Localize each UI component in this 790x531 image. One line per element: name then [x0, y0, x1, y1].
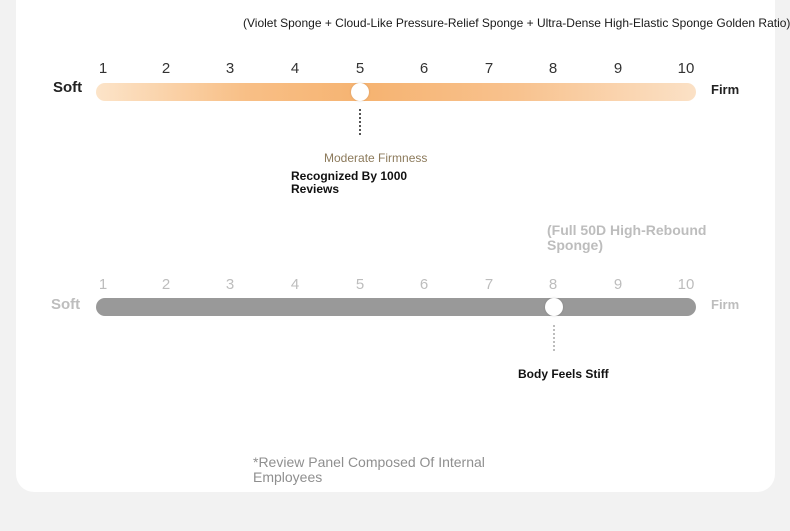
- scale1-number: 7: [484, 60, 494, 77]
- scale2-number: 6: [419, 276, 429, 293]
- scale1-firmness-bar: [96, 83, 696, 101]
- scale2-level-marker: [545, 298, 563, 316]
- scale2-number: 1: [98, 276, 108, 293]
- scale2-number: 9: [613, 276, 623, 293]
- scale1-number: 3: [225, 60, 235, 77]
- scale1-soft-label: Soft: [53, 79, 83, 96]
- scale1-level-marker: [351, 83, 369, 101]
- scale1-number: 10: [677, 60, 695, 77]
- headline: (Violet Sponge + Cloud-Like Pressure-Rel…: [243, 16, 790, 30]
- scale1-number: 8: [548, 60, 558, 77]
- scale2-number: 7: [484, 276, 494, 293]
- scale1-firm-label: Firm: [711, 82, 740, 97]
- scale1-number: 9: [613, 60, 623, 77]
- scale2-number: 5: [355, 276, 365, 293]
- scale1-number: 4: [290, 60, 300, 77]
- scale2-firmness-bar: [96, 298, 696, 316]
- scale2-number: 4: [290, 276, 300, 293]
- scale2-note: Body Feels Stiff: [518, 367, 609, 381]
- scale2-number: 10: [677, 276, 695, 293]
- scale1-pointer-line: [359, 109, 361, 135]
- scale1-note-title: Moderate Firmness: [324, 151, 428, 165]
- scale2-soft-label: Soft: [51, 296, 81, 313]
- scale2-pointer-line: [553, 325, 555, 351]
- scale1-number: 1: [98, 60, 108, 77]
- scale1-note-sub: Recognized By 1000 Reviews: [291, 169, 408, 196]
- scale1-number: 2: [161, 60, 171, 77]
- scale2-caption: (Full 50D High-Rebound Sponge): [547, 222, 707, 253]
- scale2-number: 8: [548, 276, 558, 293]
- comparison-card: [16, 0, 775, 492]
- footnote: *Review Panel Composed Of Internal Emplo…: [253, 454, 485, 485]
- scale1-number: 6: [419, 60, 429, 77]
- scale2-number: 3: [225, 276, 235, 293]
- scale2-number: 2: [161, 276, 171, 293]
- scale2-firm-label: Firm: [711, 297, 740, 312]
- scale1-number: 5: [355, 60, 365, 77]
